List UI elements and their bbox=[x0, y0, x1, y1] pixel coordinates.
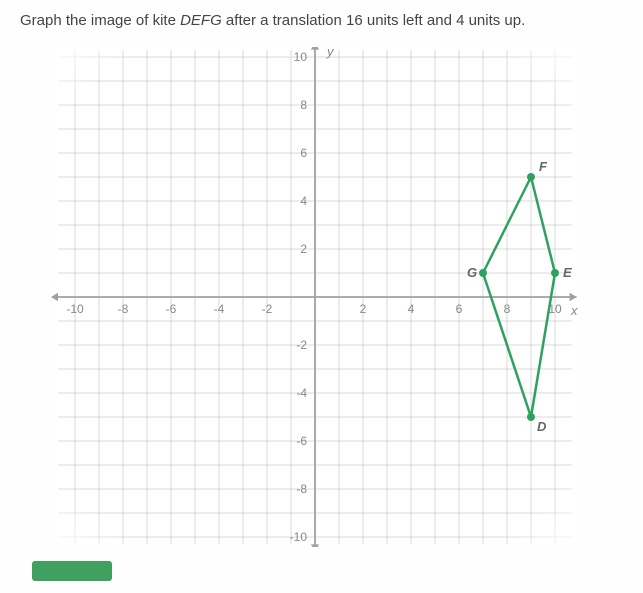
svg-text:-2: -2 bbox=[296, 338, 307, 352]
svg-text:10: 10 bbox=[294, 50, 308, 64]
svg-text:4: 4 bbox=[300, 194, 307, 208]
svg-text:-6: -6 bbox=[166, 302, 177, 316]
svg-text:-4: -4 bbox=[214, 302, 225, 316]
svg-text:-2: -2 bbox=[262, 302, 273, 316]
svg-text:2: 2 bbox=[300, 242, 307, 256]
svg-text:F: F bbox=[539, 159, 548, 174]
svg-text:G: G bbox=[467, 265, 477, 280]
svg-text:-8: -8 bbox=[118, 302, 129, 316]
question-shape: DEFG bbox=[180, 12, 222, 29]
svg-text:-8: -8 bbox=[296, 482, 307, 496]
question-prefix: Graph the image of kite bbox=[20, 12, 180, 29]
svg-text:E: E bbox=[563, 265, 572, 280]
question-suffix: after a translation 16 units left and 4 … bbox=[222, 12, 526, 29]
submit-button[interactable] bbox=[32, 561, 112, 581]
svg-text:x: x bbox=[570, 303, 578, 318]
question-text: Graph the image of kite DEFG after a tra… bbox=[20, 12, 623, 29]
svg-text:-6: -6 bbox=[296, 434, 307, 448]
svg-text:8: 8 bbox=[300, 98, 307, 112]
svg-text:6: 6 bbox=[300, 146, 307, 160]
grid-svg: -10-8-6-4-2246810-10-8-6-4-2246810yxDEFG bbox=[50, 47, 580, 547]
svg-text:8: 8 bbox=[504, 302, 511, 316]
svg-text:6: 6 bbox=[456, 302, 463, 316]
svg-text:D: D bbox=[537, 419, 547, 434]
svg-text:4: 4 bbox=[408, 302, 415, 316]
coordinate-grid[interactable]: -10-8-6-4-2246810-10-8-6-4-2246810yxDEFG bbox=[50, 47, 580, 547]
svg-text:2: 2 bbox=[360, 302, 367, 316]
svg-text:-10: -10 bbox=[66, 302, 84, 316]
svg-text:-10: -10 bbox=[290, 530, 308, 544]
svg-text:-4: -4 bbox=[296, 386, 307, 400]
